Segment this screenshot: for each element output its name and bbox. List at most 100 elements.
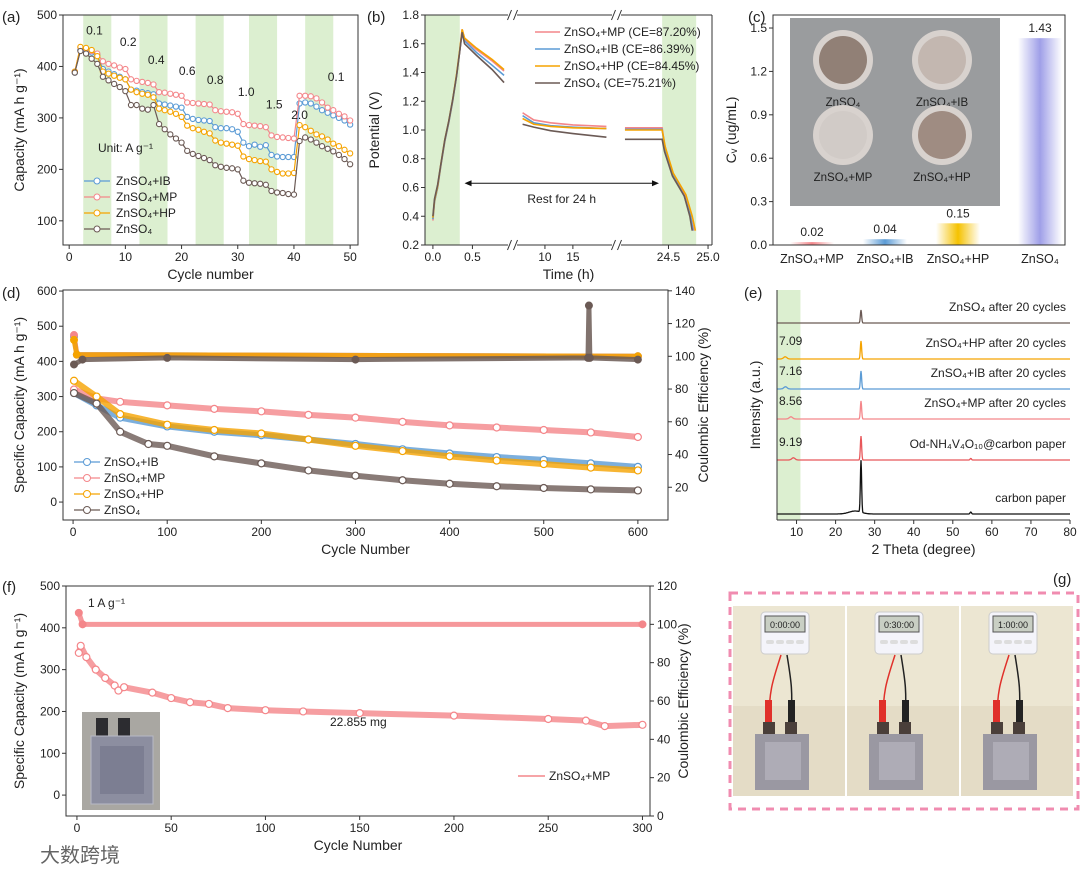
x-tick-label: 20 bbox=[175, 250, 189, 264]
timer-reading: 1:00:00 bbox=[998, 620, 1028, 630]
axis-break-mark bbox=[617, 239, 622, 251]
y-axis-label: Cᵥ (ug/mL) bbox=[723, 97, 739, 164]
data-point bbox=[268, 132, 275, 139]
axis-break-mark bbox=[617, 9, 622, 21]
data-point bbox=[212, 137, 219, 144]
data-point bbox=[335, 110, 343, 117]
capacity-point bbox=[82, 652, 91, 662]
x-tick-label: 20 bbox=[829, 525, 843, 539]
capacity-point bbox=[600, 721, 609, 731]
data-point bbox=[313, 103, 320, 110]
rate-label: 1.5 bbox=[266, 98, 283, 112]
axis-break-mark bbox=[513, 9, 518, 21]
ce-point bbox=[74, 608, 83, 617]
data-point bbox=[161, 89, 168, 96]
y2-tick-label: 140 bbox=[675, 284, 695, 298]
data-point bbox=[150, 81, 157, 88]
capacity-point bbox=[638, 720, 647, 729]
capacity-point bbox=[69, 376, 79, 385]
timer-button bbox=[880, 640, 888, 644]
y-tick-label: 500 bbox=[37, 8, 57, 22]
data-point bbox=[150, 101, 157, 109]
capacity-point bbox=[304, 410, 313, 419]
timer-screen bbox=[992, 615, 1034, 633]
x-tick-label: 80 bbox=[1063, 525, 1077, 539]
data-point bbox=[240, 139, 247, 146]
data-point bbox=[234, 166, 241, 173]
ce-point bbox=[70, 360, 79, 369]
x-tick-label: 40 bbox=[287, 250, 301, 264]
pouch-core bbox=[100, 746, 144, 794]
pouch-core bbox=[993, 742, 1029, 780]
x-tick-label: 15 bbox=[566, 250, 580, 264]
panel-label: (b) bbox=[367, 9, 385, 26]
xrd-pattern bbox=[777, 309, 1070, 324]
mass-loading-label: 22.855 mg bbox=[330, 715, 387, 729]
data-point bbox=[324, 136, 331, 143]
data-point bbox=[189, 115, 196, 123]
legend-marker bbox=[93, 209, 101, 217]
data-point bbox=[200, 100, 208, 108]
bar bbox=[1018, 38, 1062, 245]
x-tick-label: 100 bbox=[255, 821, 275, 835]
data-point bbox=[234, 128, 241, 135]
axis-break-mark bbox=[513, 239, 518, 251]
capacity-point bbox=[351, 471, 360, 480]
capacity-point bbox=[185, 698, 195, 707]
rate-label: 0.6 bbox=[179, 64, 196, 78]
data-point bbox=[178, 113, 185, 121]
data-point bbox=[324, 145, 331, 152]
panel-label: (g) bbox=[1053, 571, 1071, 588]
data-point bbox=[268, 187, 275, 195]
data-point bbox=[200, 128, 208, 135]
cell-tab bbox=[899, 722, 911, 736]
y-tick-label: 400 bbox=[40, 621, 60, 635]
data-point bbox=[178, 139, 185, 146]
timer-button bbox=[1024, 640, 1032, 644]
x-tick-label: 250 bbox=[538, 821, 558, 835]
black-clip bbox=[1016, 700, 1023, 724]
data-point bbox=[167, 90, 174, 97]
data-point bbox=[341, 155, 348, 163]
y-tick-label: 500 bbox=[37, 319, 57, 333]
low-angle-peak-label: 8.56 bbox=[779, 394, 803, 408]
voltage-curve bbox=[522, 123, 607, 138]
timer-reading: 0:00:00 bbox=[770, 620, 800, 630]
x-tick-label: 300 bbox=[632, 821, 652, 835]
ce-point bbox=[633, 355, 642, 364]
legend-label: ZnSO₄ bbox=[104, 503, 140, 517]
data-point bbox=[127, 86, 135, 93]
capacity-point bbox=[69, 388, 79, 398]
arrow-head-right bbox=[651, 180, 659, 187]
capacity-point bbox=[257, 429, 266, 438]
y2-tick-label: 120 bbox=[675, 317, 695, 331]
data-point bbox=[279, 189, 286, 197]
panel-label: (c) bbox=[748, 9, 766, 26]
legend-marker bbox=[83, 458, 91, 466]
capacity-point bbox=[633, 432, 642, 442]
data-point bbox=[302, 92, 309, 99]
data-point bbox=[296, 121, 303, 129]
rate-label: 0.8 bbox=[207, 73, 224, 87]
data-point bbox=[200, 154, 208, 162]
capacity-point bbox=[92, 399, 101, 408]
legend-label: ZnSO₄+HP bbox=[116, 206, 176, 220]
legend-label: ZnSO₄+HP bbox=[104, 487, 164, 501]
capacity-point bbox=[445, 479, 454, 488]
data-point bbox=[150, 94, 157, 101]
ce-point bbox=[72, 350, 81, 359]
data-point bbox=[290, 191, 298, 198]
data-point bbox=[318, 99, 326, 106]
data-point bbox=[302, 124, 309, 131]
ce-point bbox=[351, 355, 360, 364]
panel-label: (f) bbox=[2, 579, 16, 596]
x-tick-label: 0.0 bbox=[425, 250, 442, 264]
voltage-curve bbox=[624, 129, 697, 231]
capacity-point bbox=[116, 427, 125, 436]
data-point bbox=[257, 157, 264, 165]
chart-c: 0.02 ZnSO₄+MP 0.04 ZnSO₄+IB 0.15 ZnSO₄+HP 1.43… bbox=[723, 14, 1066, 266]
data-point bbox=[178, 92, 185, 99]
x-tick-label: 10 bbox=[119, 250, 133, 264]
data-point bbox=[116, 83, 123, 91]
y-tick-label: 200 bbox=[37, 425, 57, 439]
